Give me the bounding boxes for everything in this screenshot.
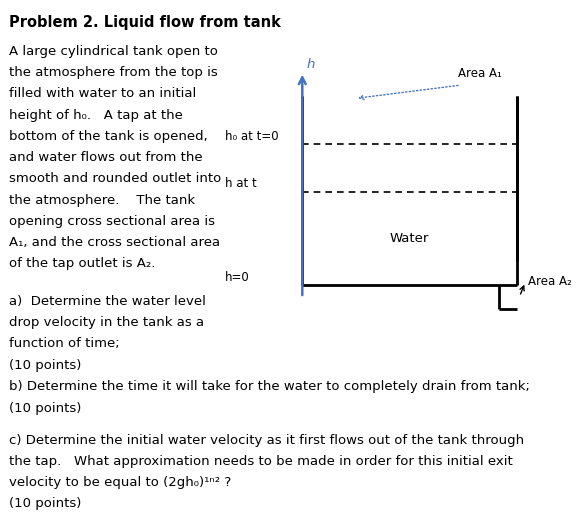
Text: h at t: h at t bbox=[225, 178, 257, 190]
Text: A₁, and the cross sectional area: A₁, and the cross sectional area bbox=[9, 236, 220, 249]
Text: Water: Water bbox=[390, 231, 429, 245]
Text: drop velocity in the tank as a: drop velocity in the tank as a bbox=[9, 316, 204, 329]
Text: function of time;: function of time; bbox=[9, 337, 119, 350]
Text: c) Determine the initial water velocity as it first flows out of the tank throug: c) Determine the initial water velocity … bbox=[9, 434, 524, 446]
Text: a)  Determine the water level: a) Determine the water level bbox=[9, 295, 205, 307]
Text: height of h₀.   A tap at the: height of h₀. A tap at the bbox=[9, 109, 183, 121]
Text: bottom of the tank is opened,: bottom of the tank is opened, bbox=[9, 130, 208, 143]
Text: and water flows out from the: and water flows out from the bbox=[9, 151, 203, 164]
Text: filled with water to an initial: filled with water to an initial bbox=[9, 87, 196, 100]
Text: of the tap outlet is A₂.: of the tap outlet is A₂. bbox=[9, 257, 155, 270]
Text: A large cylindrical tank open to: A large cylindrical tank open to bbox=[9, 45, 218, 57]
Text: (10 points): (10 points) bbox=[9, 497, 81, 510]
Text: opening cross sectional area is: opening cross sectional area is bbox=[9, 215, 215, 228]
Text: h₀ at t=0: h₀ at t=0 bbox=[225, 130, 278, 143]
Text: b) Determine the time it will take for the water to completely drain from tank;: b) Determine the time it will take for t… bbox=[9, 380, 529, 393]
Text: h=0: h=0 bbox=[225, 271, 249, 284]
Text: (10 points): (10 points) bbox=[9, 359, 81, 371]
Text: the atmosphere.    The tank: the atmosphere. The tank bbox=[9, 194, 195, 206]
Text: Area A₂: Area A₂ bbox=[528, 276, 572, 288]
Text: h: h bbox=[307, 58, 315, 71]
Text: smooth and rounded outlet into: smooth and rounded outlet into bbox=[9, 172, 221, 185]
Text: velocity to be equal to (2gh₀)¹ⁿ² ?: velocity to be equal to (2gh₀)¹ⁿ² ? bbox=[9, 476, 231, 489]
Text: Problem 2. Liquid flow from tank: Problem 2. Liquid flow from tank bbox=[9, 15, 281, 30]
Text: Area A₁: Area A₁ bbox=[458, 67, 502, 80]
Text: (10 points): (10 points) bbox=[9, 402, 81, 414]
Text: the atmosphere from the top is: the atmosphere from the top is bbox=[9, 66, 218, 79]
Text: the tap.   What approximation needs to be made in order for this initial exit: the tap. What approximation needs to be … bbox=[9, 455, 512, 468]
